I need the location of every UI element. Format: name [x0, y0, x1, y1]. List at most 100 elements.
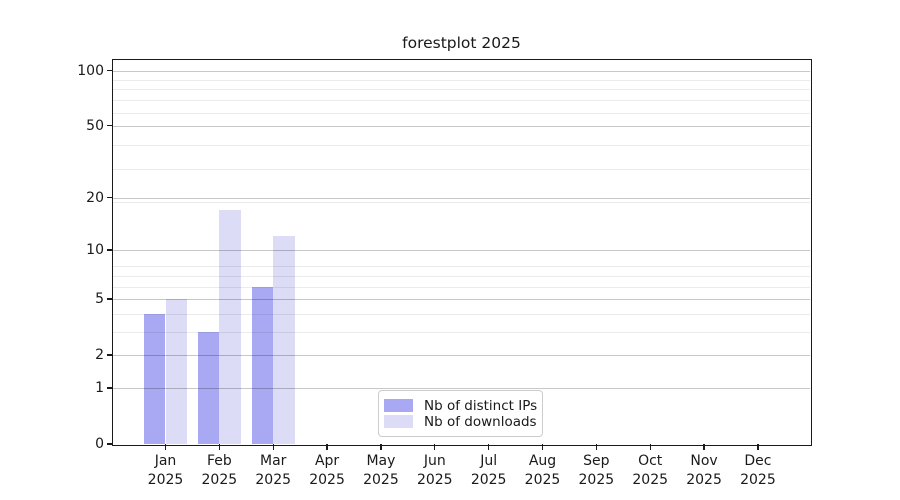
gridline-minor: [113, 275, 810, 277]
bar-distinct-ips-jan: [143, 313, 166, 444]
x-tick-label: Jan 2025: [126, 452, 206, 490]
y-tick-mark: [107, 387, 113, 389]
x-tick-label-month: Aug: [528, 453, 557, 469]
x-tick-label-year: 2025: [740, 472, 776, 488]
legend-label: Nb of distinct IPs: [424, 397, 538, 414]
gridline-minor: [113, 89, 810, 91]
gridline-major: [113, 70, 810, 72]
x-tick-mark: [541, 444, 544, 450]
bar-downloads-mar: [273, 236, 295, 444]
legend-items: Nb of distinct IPs Nb of downloads: [384, 398, 542, 430]
y-tick-label: 20: [86, 189, 104, 206]
x-tick-mark: [434, 444, 436, 450]
y-tick-label: 100: [77, 62, 104, 79]
x-tick-mark: [164, 444, 167, 450]
x-tick-mark: [649, 444, 651, 450]
legend-label: Nb of downloads: [424, 413, 537, 430]
x-tick-label: May 2025: [341, 452, 421, 490]
x-tick-label-month: Nov: [690, 453, 718, 469]
x-tick-label-year: 2025: [147, 472, 184, 488]
bar-downloads-jan: [165, 299, 188, 444]
x-tick-label-year: 2025: [578, 472, 615, 488]
legend-item: Nb of distinct IPs: [384, 398, 542, 414]
gridline-minor: [113, 286, 810, 288]
plot-area: [113, 60, 810, 444]
x-tick-label-month: Sep: [583, 453, 610, 469]
x-tick-label-month: Mar: [259, 453, 287, 469]
x-tick-mark: [595, 444, 597, 450]
x-tick-label-month: Apr: [314, 453, 340, 469]
x-tick-label-year: 2025: [686, 472, 722, 488]
x-tick-label: Sep 2025: [556, 452, 636, 490]
x-tick-label-month: Dec: [744, 453, 772, 469]
x-tick-label-year: 2025: [363, 472, 399, 488]
gridline-minor: [113, 112, 810, 114]
x-tick-label: Jun 2025: [395, 452, 475, 490]
x-tick-label: Aug 2025: [502, 452, 582, 490]
x-tick-mark: [218, 444, 220, 450]
x-tick-mark: [487, 444, 490, 450]
gridline-minor: [113, 100, 810, 102]
gridline-minor: [113, 313, 810, 315]
bar-distinct-ips-mar: [251, 286, 274, 444]
x-tick-label: Oct 2025: [610, 452, 690, 490]
x-tick-mark: [380, 444, 382, 450]
x-tick-label: Apr 2025: [287, 452, 367, 490]
y-tick-mark: [107, 196, 113, 199]
gridline-major: [113, 298, 810, 300]
gridline-minor: [113, 168, 810, 170]
x-tick-label-month: Feb: [206, 453, 232, 469]
chart-title: forestplot 2025: [402, 34, 521, 52]
legend-swatch: [384, 399, 413, 412]
y-tick-label: 2: [95, 347, 104, 364]
y-tick-mark: [107, 125, 113, 127]
gridline-minor: [113, 266, 810, 268]
y-tick-mark: [107, 69, 113, 72]
y-tick-mark: [107, 354, 113, 356]
gridline-major: [113, 125, 810, 127]
x-tick-label: Mar 2025: [233, 452, 313, 490]
y-tick-label: 1: [95, 379, 104, 396]
y-tick-mark: [107, 249, 113, 251]
legend: Nb of distinct IPs Nb of downloads: [378, 390, 543, 437]
bar-distinct-ips-feb: [197, 331, 220, 444]
gridline-minor: [113, 145, 810, 147]
gridline-minor: [113, 79, 810, 81]
x-tick-label-year: 2025: [309, 472, 345, 488]
bar-downloads-feb: [219, 210, 242, 444]
gridline-major: [113, 355, 810, 357]
y-tick-label: 5: [95, 290, 104, 307]
legend-swatch: [384, 415, 413, 428]
x-tick-label-month: Oct: [638, 453, 663, 469]
y-tick-label: 10: [86, 241, 104, 258]
x-tick-mark: [703, 444, 705, 450]
x-tick-mark: [757, 444, 759, 450]
x-tick-label-month: Jan: [154, 453, 177, 469]
y-tick-label: 50: [86, 117, 104, 134]
x-tick-mark: [272, 444, 274, 450]
y-tick-mark: [107, 298, 113, 300]
x-tick-label-month: May: [366, 453, 396, 469]
gridline-minor: [113, 331, 810, 333]
gridline-minor: [113, 201, 810, 203]
gridline-major: [113, 387, 810, 389]
x-tick-label-year: 2025: [632, 472, 669, 488]
legend-item: Nb of downloads: [384, 414, 542, 430]
x-tick-label-year: 2025: [524, 472, 561, 488]
gridline-major: [113, 197, 810, 199]
x-tick-label: Jul 2025: [449, 452, 529, 490]
x-tick-label-year: 2025: [416, 472, 453, 488]
x-tick-mark: [326, 444, 328, 450]
x-tick-label-month: Jul: [480, 453, 498, 469]
x-tick-label: Nov 2025: [664, 452, 744, 490]
y-tick-mark: [107, 443, 113, 445]
x-tick-label: Dec 2025: [718, 452, 798, 490]
y-tick-label: 0: [95, 436, 104, 452]
gridline-major: [113, 249, 810, 251]
x-tick-label-year: 2025: [255, 472, 292, 488]
x-tick-label-year: 2025: [201, 472, 238, 488]
x-tick-label-year: 2025: [470, 472, 507, 488]
x-tick-label: Feb 2025: [179, 452, 259, 490]
x-tick-label-month: Jun: [423, 453, 446, 469]
